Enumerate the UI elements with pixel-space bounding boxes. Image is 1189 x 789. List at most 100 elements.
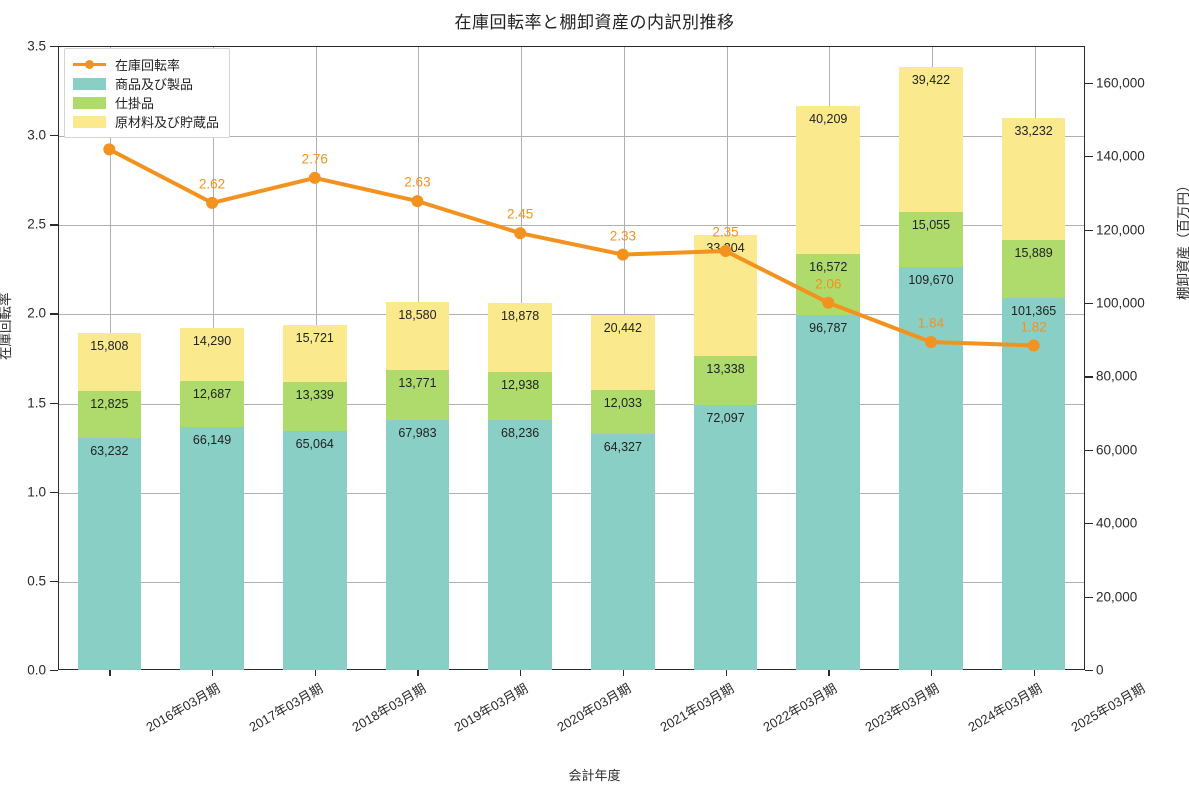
y-axis-right-tickmark (1085, 670, 1093, 672)
y-axis-left-tick-label: 2.0 (27, 305, 46, 321)
legend-item-3[interactable]: 原材料及び貯蔵品 (73, 112, 219, 131)
legend-item-2[interactable]: 仕掛品 (73, 93, 219, 112)
bar-segment-value-label: 15,808 (90, 338, 129, 353)
bar-segment-value-label: 15,055 (911, 218, 951, 233)
bar-segment[interactable] (180, 427, 244, 670)
y-axis-left-tickmark (50, 224, 58, 226)
bar-segment[interactable] (282, 431, 347, 670)
y-axis-right-tickmark (1085, 596, 1093, 598)
x-axis-tick-label: 2017年03月期 (246, 680, 326, 735)
y-axis-right-tickmark (1085, 302, 1093, 305)
y-axis-right-tickmark (1085, 449, 1093, 452)
bar-segment[interactable] (693, 405, 758, 670)
y-axis-left-tick-label: 3.0 (27, 127, 46, 143)
bar-segment[interactable] (385, 420, 450, 670)
y-axis-right-tickmark (1085, 523, 1093, 525)
bar-segment-value-label: 96,787 (809, 320, 848, 335)
bar-segment-value-label: 12,825 (90, 396, 129, 411)
y-axis-right-tick-label: 60,000 (1096, 442, 1138, 458)
x-axis-tickmark (314, 670, 317, 676)
y-axis-left-tick-label: 0.5 (27, 573, 46, 589)
bar-segment[interactable] (796, 106, 861, 254)
bar-segment[interactable] (77, 437, 142, 670)
legend-color-swatch-icon (73, 77, 106, 90)
y-axis-right-tick-label: 120,000 (1096, 222, 1145, 238)
chart-legend[interactable]: 在庫回転率 商品及び製品仕掛品原材料及び貯蔵品 (64, 48, 231, 138)
bar-segment[interactable] (591, 389, 655, 434)
y-axis-right-title: 棚卸資産（百万円） (1176, 178, 1189, 301)
y-axis-left-tickmark (50, 670, 58, 672)
chart-title: 在庫回転率と棚卸資産の内訳別推移 (454, 13, 735, 32)
bar-segment-value-label: 64,327 (603, 439, 642, 454)
y-axis-left-tick-label: 3.5 (27, 38, 46, 54)
y-axis-left-tick-label: 2.5 (27, 216, 46, 232)
y-axis-left-tick-label: 1.0 (27, 484, 46, 500)
y-axis-right-tick-label: 0 (1096, 662, 1104, 678)
bar-segment-value-label: 101,365 (1011, 303, 1057, 318)
bar-segment[interactable] (180, 380, 244, 428)
bar-segment-value-label: 12,687 (192, 386, 232, 401)
bar-segment-value-label: 12,033 (603, 395, 642, 410)
y-axis-left-title: 在庫回転率 (0, 292, 13, 361)
bar-segment-value-label: 66,149 (192, 433, 232, 448)
y-axis-left-tick-label: 0.0 (27, 662, 46, 678)
y-axis-right-tick-label: 20,000 (1096, 589, 1138, 605)
legend-item-1[interactable]: 商品及び製品 (73, 74, 219, 93)
y-axis-left-tickmark (50, 402, 58, 404)
legend-item-label: 原材料及び貯蔵品 (115, 115, 220, 130)
x-axis-tickmark (212, 670, 214, 676)
bar-segment[interactable] (488, 419, 552, 670)
bar-segment-value-label: 33,204 (706, 240, 745, 255)
legend-line-marker-icon (73, 59, 106, 71)
bar-segment-value-label: 20,442 (603, 320, 642, 335)
line-point-value-label: 2.35 (712, 224, 739, 240)
bar-segment-value-label: 40,209 (809, 112, 848, 127)
bar-segment-value-label: 39,422 (911, 73, 951, 88)
bar-segment-value-label: 15,889 (1014, 245, 1053, 260)
y-axis-right-tick-label: 80,000 (1096, 368, 1138, 384)
bar-segment[interactable] (796, 314, 861, 670)
x-axis-tickmark (828, 670, 830, 676)
bar-segment[interactable] (693, 356, 758, 406)
line-point-value-label: 1.82 (1020, 319, 1047, 335)
y-axis-left-tickmark (50, 580, 58, 583)
bar-segment[interactable] (591, 433, 655, 670)
bar-segment-value-label: 13,771 (398, 375, 437, 390)
x-axis-tickmark (930, 670, 933, 676)
gridline-horizontal (59, 136, 1084, 138)
y-axis-right-tickmark (1085, 229, 1093, 231)
bar-segment[interactable] (488, 372, 552, 420)
gridline-horizontal (59, 492, 1084, 494)
bar-segment-value-label: 18,878 (501, 308, 540, 323)
bar-segment-value-label: 68,236 (501, 425, 540, 440)
bar-segment[interactable] (77, 390, 142, 438)
line-point-value-label: 2.76 (301, 151, 328, 167)
bar-segment-value-label: 15,721 (295, 330, 334, 345)
y-axis-right-tick-label: 160,000 (1096, 75, 1145, 91)
bar-segment-value-label: 109,670 (908, 273, 954, 288)
x-axis-tick-label: 2018年03月期 (349, 680, 429, 735)
bar-segment[interactable] (899, 67, 963, 213)
y-axis-left-tickmark (50, 313, 58, 315)
gridline-horizontal (59, 403, 1084, 405)
bar-segment-value-label: 13,339 (295, 388, 334, 403)
x-axis-tick-label: 2024年03月期 (965, 680, 1045, 735)
bar-segment-value-label: 13,338 (706, 362, 745, 377)
y-axis-left-tickmark (50, 491, 58, 493)
y-axis-right-tick-label: 100,000 (1096, 295, 1145, 311)
bar-segment[interactable] (1001, 297, 1066, 670)
legend-color-swatch-icon (73, 96, 106, 109)
line-point-value-label: 1.84 (917, 315, 945, 331)
legend-item-0[interactable]: 在庫回転率 (73, 55, 219, 74)
y-axis-right-tick-label: 140,000 (1096, 148, 1145, 164)
x-axis-title: 会計年度 (568, 768, 621, 783)
bar-segment[interactable] (282, 382, 347, 432)
legend-item-label: 仕掛品 (115, 96, 155, 111)
x-axis-tick-label: 2021年03月期 (657, 680, 737, 735)
y-axis-right-tickmark (1085, 156, 1093, 158)
x-axis-tickmark (1033, 670, 1035, 676)
bar-segment-value-label: 72,097 (706, 411, 745, 426)
x-axis-tick-label: 2022年03月期 (760, 680, 839, 735)
bar-segment[interactable] (385, 369, 450, 421)
